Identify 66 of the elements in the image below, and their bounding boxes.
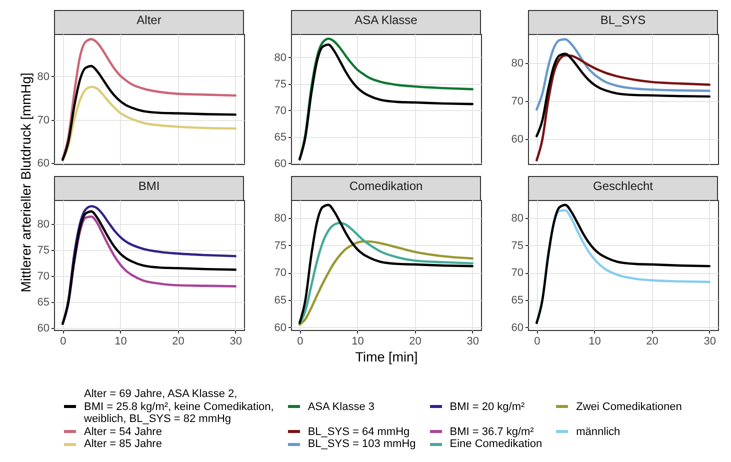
line-series [535, 54, 711, 162]
line-series [298, 240, 474, 326]
legend-label: Alter = 69 Jahre, ASA Klasse 2, BMI = 25.8 kg/m², keine Comedikation, weiblich, BL_SYS = 82 mmHg [84, 388, 274, 426]
y-tick-label: 60 [511, 134, 524, 146]
chart-title: BMI [138, 179, 160, 193]
legend-label: BMI = 36.7 kg/m² [450, 426, 534, 438]
x-tick-label: 30 [230, 336, 242, 348]
y-tick-label: 75 [37, 244, 50, 256]
y-tick-label: 70 [37, 270, 50, 282]
y-tick-label: 65 [511, 294, 524, 306]
y-tick-label: 60 [37, 158, 50, 170]
x-axis-title: Time [min] [355, 350, 418, 364]
line-series [61, 38, 237, 160]
chart-title: Comedikation [349, 179, 423, 193]
y-tick-label: 80 [37, 218, 50, 230]
legend-label: ASA Klasse 3 [308, 400, 374, 413]
line-series [535, 52, 711, 138]
y-axis-title: Mittlerer arterieller Blutdruck [mmHg] [18, 72, 34, 292]
chart-title: Alter [136, 13, 162, 27]
line-series [61, 64, 237, 161]
y-tick-label: 80 [274, 212, 286, 225]
y-tick-label: 75 [274, 78, 286, 90]
legend-label: BMI = 20 kg/m² [450, 400, 525, 413]
line-series [61, 86, 237, 162]
legend-label: Alter = 85 Jahre [84, 438, 162, 450]
y-tick-label: 60 [274, 158, 286, 170]
chart-title: Geschlecht [592, 179, 654, 193]
x-tick-label: 20 [646, 336, 658, 348]
x-tick-label: 10 [352, 336, 364, 348]
y-tick-label: 65 [274, 131, 286, 144]
y-tick-label: 60 [274, 322, 286, 334]
y-tick-label: 80 [511, 212, 524, 225]
x-tick-label: 0 [60, 336, 66, 348]
y-tick-label: 80 [511, 57, 524, 70]
y-tick-label: 70 [511, 96, 524, 108]
y-tick-label: 80 [37, 70, 50, 83]
y-tick-label: 65 [274, 294, 286, 306]
x-tick-label: 20 [409, 336, 422, 348]
legend-label: männlich [576, 426, 620, 438]
legend-label: BL_SYS = 103 mmHg [308, 438, 416, 450]
y-tick-label: 65 [37, 296, 50, 308]
x-tick-label: 0 [297, 336, 304, 348]
legend-label: BL_SYS = 64 mmHg [308, 426, 410, 438]
x-tick-label: 0 [534, 336, 540, 348]
line-series [535, 38, 711, 111]
x-tick-label: 10 [588, 336, 601, 348]
y-tick-label: 70 [511, 267, 524, 280]
x-tick-label: 20 [172, 336, 184, 348]
chart-title: BL_SYS [600, 13, 646, 27]
y-tick-label: 70 [274, 267, 286, 280]
x-tick-label: 10 [114, 336, 127, 348]
y-tick-label: 70 [37, 114, 50, 126]
chart-title: ASA Klasse [354, 13, 418, 27]
legend-label: Zwei Comedikationen [576, 400, 682, 413]
x-tick-label: 30 [466, 336, 479, 348]
y-tick-label: 60 [511, 322, 524, 334]
y-tick-label: 75 [274, 240, 286, 252]
y-tick-label: 75 [511, 240, 524, 252]
y-tick-label: 70 [274, 104, 286, 117]
x-tick-label: 30 [704, 336, 716, 348]
y-tick-label: 60 [37, 322, 50, 334]
legend-label: Alter = 54 Jahre [84, 426, 162, 438]
line-series [298, 204, 474, 324]
y-tick-label: 80 [274, 52, 286, 64]
legend-label: Eine Comedikation [450, 438, 542, 450]
line-series [298, 222, 474, 325]
